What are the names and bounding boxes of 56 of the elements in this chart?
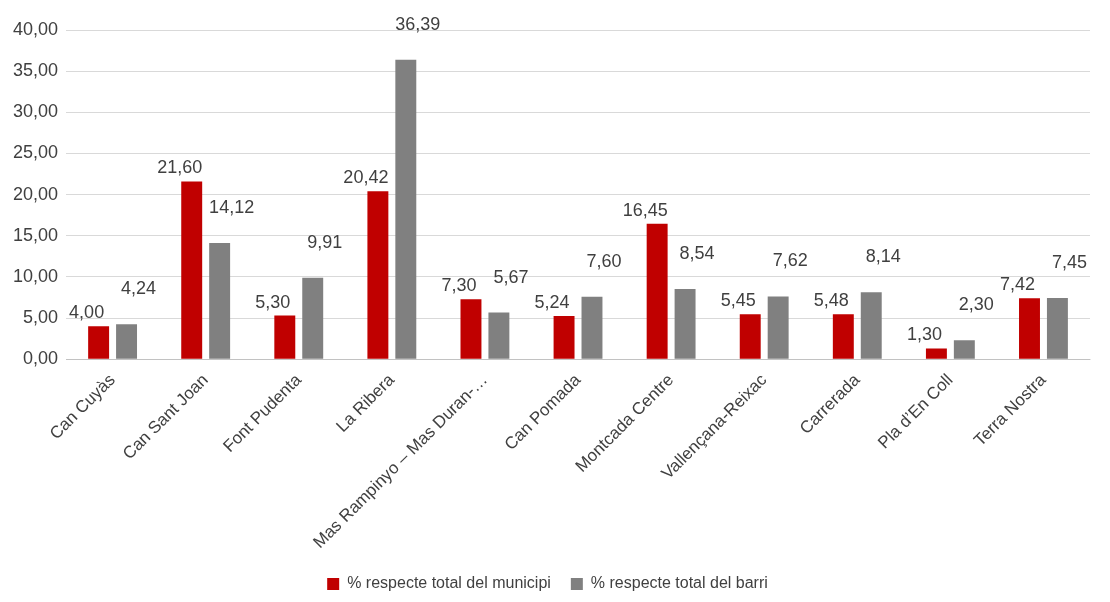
bar [739, 314, 761, 359]
bar [488, 312, 510, 359]
data-label: 7,30 [441, 275, 477, 296]
bar [674, 288, 696, 359]
data-label: 7,62 [772, 250, 808, 271]
y-tick-label: 0,00 [23, 348, 59, 369]
y-tick-label: 30,00 [13, 101, 59, 122]
bar [1046, 297, 1068, 359]
bar [832, 314, 854, 359]
data-label: 5,48 [813, 290, 849, 311]
y-tick-label: 5,00 [23, 307, 59, 328]
data-label: 21,60 [157, 157, 203, 178]
bar [1019, 298, 1040, 359]
data-label: 4,24 [121, 278, 157, 299]
bar [88, 326, 110, 359]
y-tick-label: 25,00 [13, 142, 59, 163]
y-tick-label: 10,00 [13, 265, 59, 286]
data-label: 1,30 [906, 324, 942, 345]
data-label: 20,42 [343, 167, 389, 188]
bar [860, 292, 882, 359]
bar [953, 340, 975, 359]
data-label: 4,00 [69, 302, 105, 323]
legend-label: % respecte total del municipi [347, 574, 551, 592]
bar [460, 299, 482, 359]
data-label: 7,60 [586, 250, 622, 271]
data-label: 5,30 [255, 291, 291, 312]
data-label: 7,42 [999, 274, 1036, 295]
data-label: 8,14 [865, 246, 901, 267]
bar [209, 243, 231, 359]
y-tick-label: 40,00 [13, 18, 59, 39]
data-label: 7,45 [1051, 251, 1087, 272]
data-label: 2,30 [958, 294, 994, 315]
bar [367, 191, 389, 359]
data-label: 14,12 [209, 196, 255, 217]
bar [925, 348, 947, 359]
data-label: 9,91 [307, 231, 343, 252]
bar [646, 223, 668, 359]
data-label: 5,45 [720, 290, 756, 311]
bar [395, 59, 417, 359]
data-label: 5,67 [493, 266, 529, 287]
data-label: 16,45 [622, 199, 668, 220]
bar [116, 324, 138, 359]
y-tick-label: 35,00 [13, 60, 59, 81]
bar [553, 316, 575, 359]
bar [181, 181, 203, 359]
data-label: 5,24 [534, 292, 570, 313]
data-label: 8,54 [679, 242, 715, 263]
bar [302, 277, 324, 359]
bar [274, 315, 296, 359]
legend-label: % respecte total del barri [590, 574, 768, 592]
bar [767, 296, 789, 359]
x-tick-label: Pla d’En Coll [874, 370, 957, 453]
bar [581, 296, 603, 359]
y-tick-label: 20,00 [13, 183, 59, 204]
data-label: 36,39 [395, 13, 441, 34]
y-tick-label: 15,00 [13, 224, 59, 245]
